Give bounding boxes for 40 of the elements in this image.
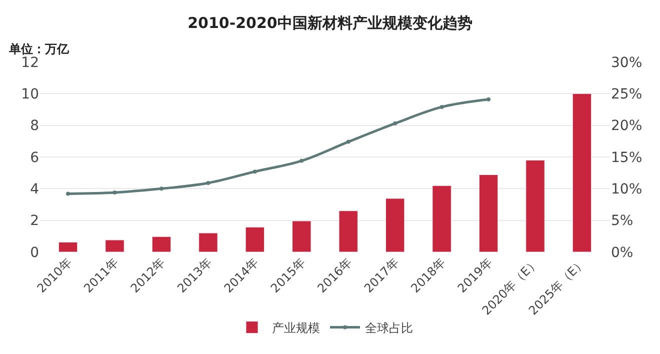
bar	[526, 160, 545, 252]
text: 单位：万亿	[8, 42, 70, 56]
point	[66, 192, 70, 196]
y-tick-label: 8	[30, 118, 39, 134]
bar	[432, 185, 452, 252]
bar	[478, 174, 498, 252]
y-tick-label: 0	[30, 244, 39, 261]
bar	[198, 232, 218, 252]
bar	[58, 242, 78, 252]
bar	[152, 236, 172, 252]
point	[346, 140, 350, 144]
bar	[245, 226, 265, 252]
y-tick-label: 12	[21, 54, 39, 71]
point	[159, 186, 164, 191]
point	[206, 180, 210, 185]
y2-tick-label: 10%	[611, 182, 642, 198]
point	[252, 170, 257, 174]
y2-tick-label: 30%	[611, 54, 642, 71]
y2-tick-label: 0%	[611, 244, 634, 261]
point	[440, 104, 444, 109]
point	[486, 97, 491, 102]
y2-tick-label: 20%	[611, 118, 642, 134]
y2-tick-label: 5%	[611, 213, 634, 230]
point	[112, 190, 117, 194]
y-tick-label: 2	[30, 213, 39, 230]
y-tick-label: 10	[21, 86, 39, 103]
bar	[105, 240, 124, 252]
y2-tick-label: 15%	[611, 150, 642, 166]
y2-tick-label: 25%	[611, 86, 642, 103]
chart-title: 2010-2020中国新材料产业规模变化趋势	[188, 14, 472, 32]
y-tick-label: 4	[30, 182, 40, 198]
point	[393, 121, 398, 126]
bar	[572, 93, 592, 252]
y-tick-label: 6	[30, 150, 40, 166]
legend-label: 全球占比	[365, 320, 413, 335]
bar	[292, 220, 312, 252]
legend-label: 产业规模	[272, 320, 320, 335]
bar	[385, 198, 405, 252]
point	[300, 158, 304, 163]
bar	[338, 210, 358, 252]
